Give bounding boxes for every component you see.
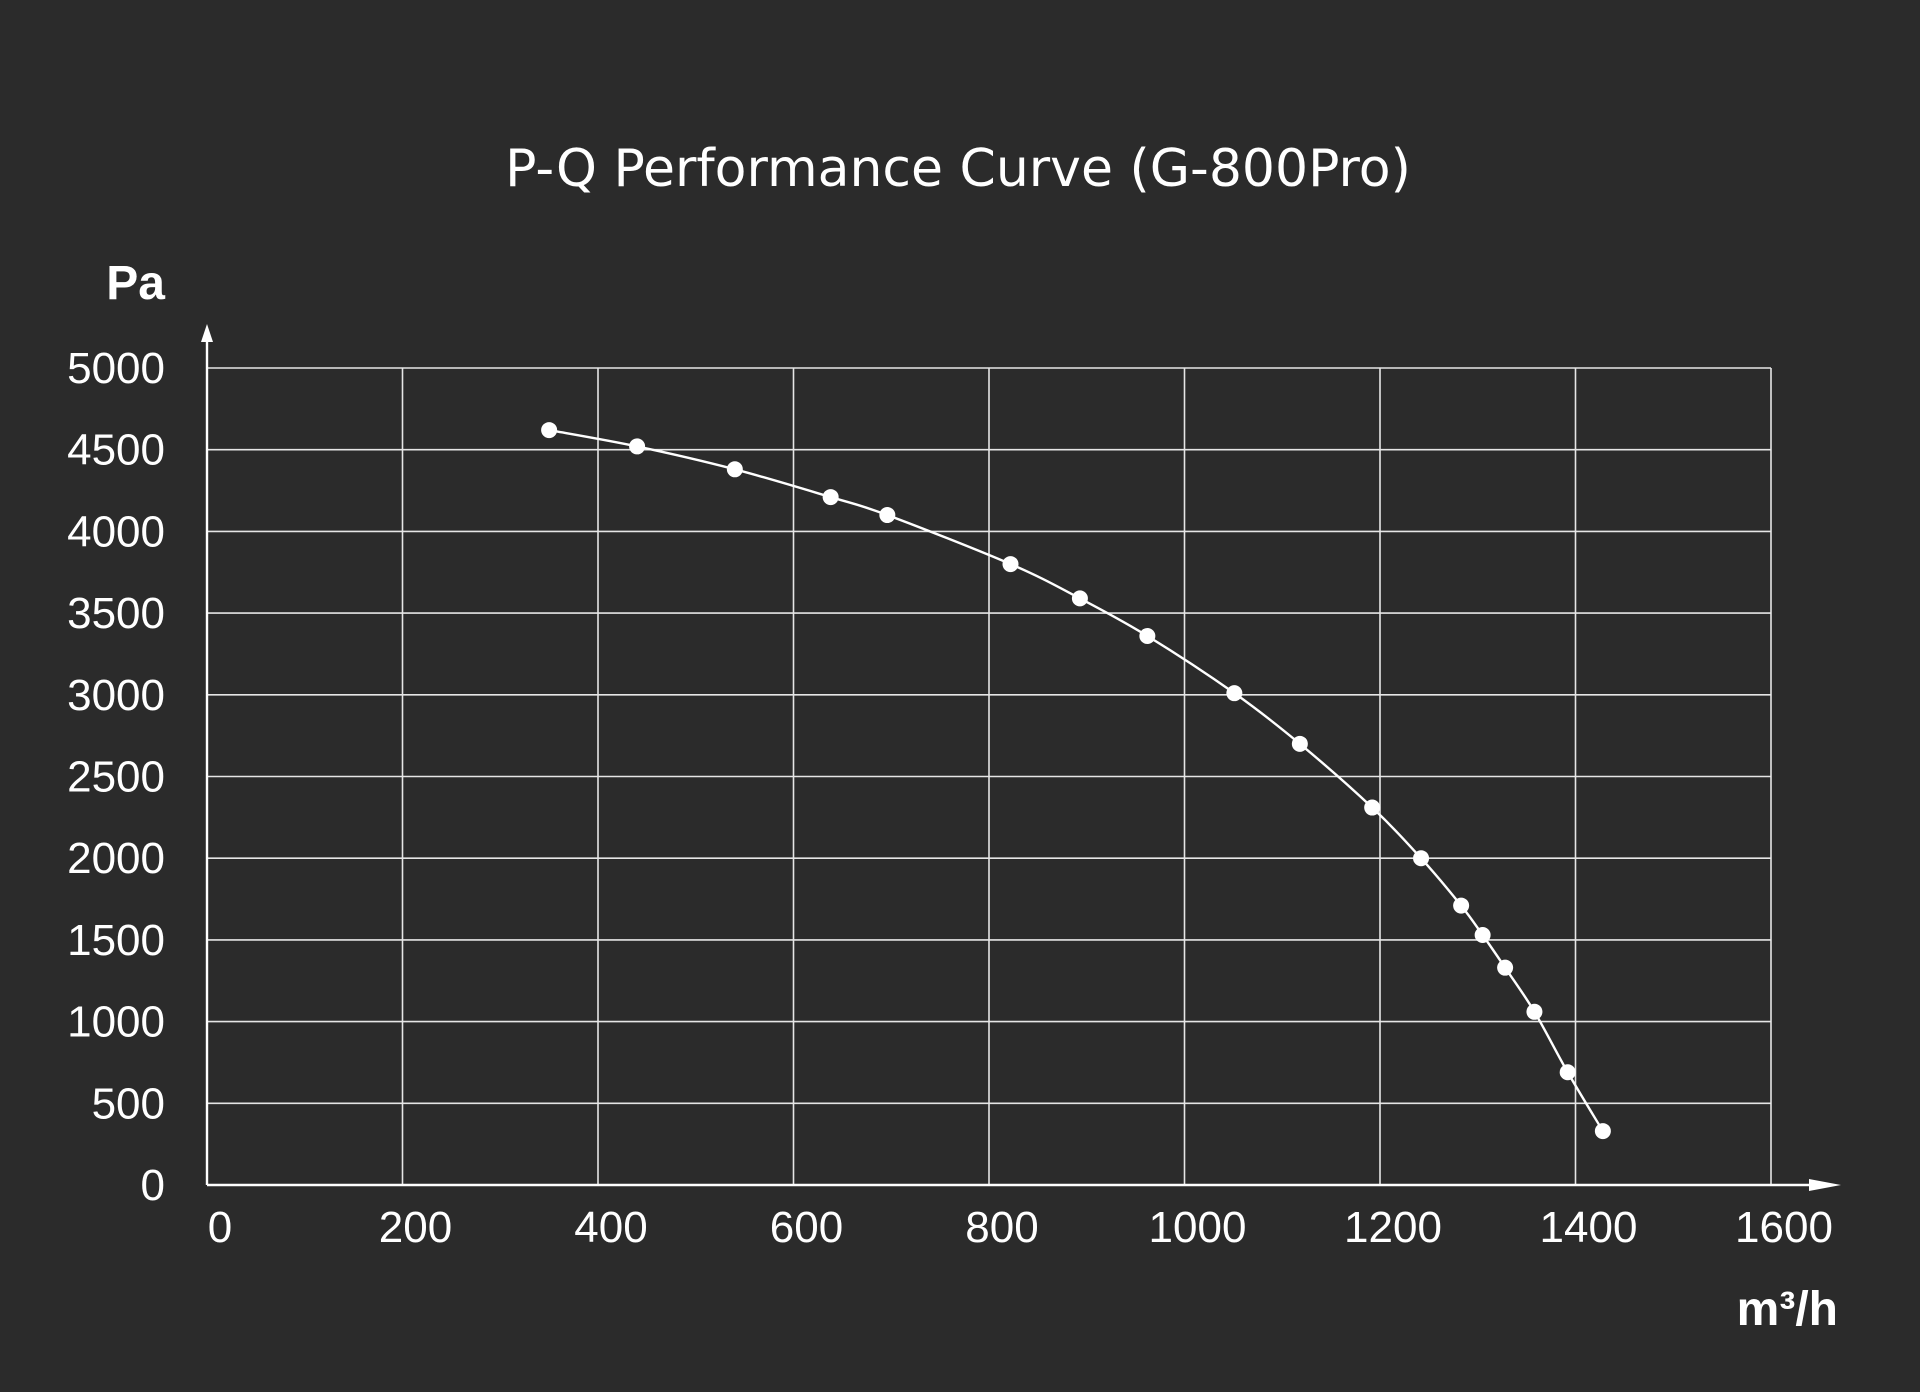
y-tick-label: 3500 — [67, 589, 165, 638]
data-point — [541, 422, 558, 439]
x-tick-label: 400 — [574, 1203, 647, 1252]
x-axis-arrow — [1809, 1179, 1841, 1191]
y-tick-label: 4000 — [67, 507, 165, 556]
y-tick-label: 1500 — [67, 916, 165, 965]
data-point — [1474, 926, 1491, 943]
series-line — [548, 428, 1604, 1132]
data-point — [1559, 1064, 1576, 1081]
x-tick-label: 1400 — [1540, 1203, 1638, 1252]
data-point — [1002, 556, 1019, 573]
x-tick-label: 1600 — [1735, 1203, 1833, 1252]
data-point — [629, 438, 646, 455]
data-point — [1497, 959, 1514, 976]
y-axis-arrow — [201, 324, 213, 342]
y-tick-label: 2500 — [67, 753, 165, 802]
data-point — [879, 507, 896, 524]
y-tick-label: 2000 — [67, 834, 165, 883]
x-tick-label: 600 — [770, 1203, 843, 1252]
data-point — [1364, 799, 1381, 816]
y-tick-label: 3000 — [67, 671, 165, 720]
data-point — [1453, 897, 1470, 914]
series — [541, 422, 1611, 1140]
x-tick-label: 0 — [208, 1203, 232, 1252]
data-point — [1071, 590, 1088, 607]
y-tick-label: 0 — [141, 1161, 165, 1210]
data-point — [726, 461, 743, 478]
x-tick-labels: 0 200 400 600 800 1000 1200 1400 1600 — [208, 1203, 1833, 1252]
data-point — [1413, 850, 1430, 867]
x-axis-label: m³/h — [1737, 1283, 1838, 1336]
data-point — [1526, 1003, 1543, 1020]
x-tick-label: 1200 — [1344, 1203, 1442, 1252]
data-point — [1139, 627, 1156, 644]
y-axis-label: Pa — [106, 257, 165, 310]
data-point — [822, 489, 839, 506]
chart-title: P-Q Performance Curve (G-800Pro) — [505, 139, 1411, 199]
data-point — [1226, 685, 1243, 702]
grid — [206, 367, 1772, 1186]
y-tick-label: 1000 — [67, 998, 165, 1047]
x-tick-label: 200 — [379, 1203, 452, 1252]
y-tick-label: 500 — [92, 1079, 165, 1128]
y-tick-labels: 0 500 1000 1500 2000 2500 3000 3500 4000 4500 5000 — [67, 344, 165, 1210]
y-tick-label: 4500 — [67, 426, 165, 475]
data-point — [1594, 1123, 1611, 1140]
axes — [201, 324, 1841, 1191]
x-tick-label: 800 — [965, 1203, 1038, 1252]
data-point — [1291, 735, 1308, 752]
x-tick-label: 1000 — [1149, 1203, 1247, 1252]
y-tick-label: 5000 — [67, 344, 165, 393]
